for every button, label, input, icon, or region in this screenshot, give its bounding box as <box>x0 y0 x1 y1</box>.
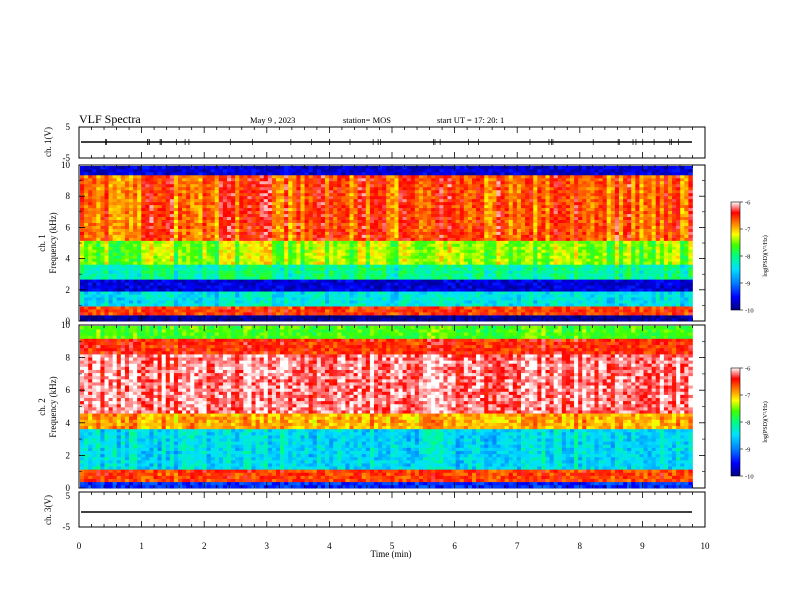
ch2-colorbar-tick-label: -9 <box>745 447 750 454</box>
ch2-spectrogram-ytick-label-2: 2 <box>66 450 71 460</box>
ch1-voltage-ylabel: ch. 1(V) <box>43 127 53 157</box>
ch1-colorbar-tick-label: -6 <box>745 200 751 207</box>
ch3-voltage-ytick-top: 5 <box>66 491 71 501</box>
ch2-spectrogram-ytick-label-6: 6 <box>66 385 71 395</box>
x-tick-label-1: 1 <box>139 541 144 551</box>
ch1-spectrogram-ytick-label-2: 2 <box>66 285 71 295</box>
x-tick-label-9: 9 <box>640 541 645 551</box>
ch1-colorbar-gradient <box>730 201 741 311</box>
ch1-spectrogram-ylabel-line1: ch. 1 <box>37 234 47 252</box>
ch1-voltage-ytick-top: 5 <box>66 122 71 132</box>
ch3-voltage-ylabel: ch. 3(V) <box>43 495 53 525</box>
x-tick-label-6: 6 <box>452 541 457 551</box>
x-tick-label-2: 2 <box>202 541 207 551</box>
x-tick-label-10: 10 <box>701 541 711 551</box>
ch1-spectrogram-ytick-label-0: 0 <box>66 316 71 326</box>
ch1-spectrogram-ytick-label-8: 8 <box>66 191 71 201</box>
ch2-colorbar-gradient <box>730 367 741 477</box>
ch1-voltage-panel: 5 -5 ch. 1(V) <box>43 122 706 163</box>
ch1-colorbar: -6 -7 -8 -9 -10 log(PSD)(V²/Hz) <box>730 200 769 315</box>
ch2-colorbar-tick-label: -8 <box>745 420 750 427</box>
time-axis-label: Time (min) <box>371 549 412 559</box>
start-time-label: start UT = 17: 20: 1 <box>437 115 504 125</box>
x-tick-label-8: 8 <box>578 541 583 551</box>
ch2-colorbar-tick-label: -6 <box>745 366 751 373</box>
x-tick-label-3: 3 <box>265 541 270 551</box>
ch1-colorbar-tick-label: -10 <box>745 308 754 315</box>
ch2-colorbar-tick-label: -10 <box>745 474 754 481</box>
ch1-spectrogram-ytick-label-4: 4 <box>66 254 71 264</box>
station-label: station= MOS <box>343 115 391 125</box>
ch1-spectrogram-ytick-label-10: 10 <box>61 160 71 170</box>
ch1-spectrogram-image <box>80 166 693 322</box>
ch2-spectrogram-ylabel-line2: Frequency (kHz) <box>48 376 58 437</box>
ch1-spectrogram-panel: 0 2 4 6 8 10 ch. 1 Frequency (kHz) <box>37 160 706 326</box>
ch1-colorbar-label: log(PSD)(V²/Hz) <box>762 235 769 276</box>
ch1-colorbar-tick-label: -7 <box>745 227 751 234</box>
x-tick-label-4: 4 <box>327 541 332 551</box>
ch2-spectrogram-panel: 0 2 4 6 8 10 ch. 2 Frequency (kHz) <box>37 320 706 493</box>
x-tick-label-0: 0 <box>77 541 82 551</box>
x-tick-label-5: 5 <box>390 541 395 551</box>
ch1-spectrogram-ytick-label-6: 6 <box>66 222 71 232</box>
ch2-colorbar-tick-label: -7 <box>745 393 751 400</box>
ch1-voltage-ytick-bottom: -5 <box>63 153 71 163</box>
ch1-colorbar-tick-label: -9 <box>745 281 750 288</box>
ch1-spectrogram-ylabel-line2: Frequency (kHz) <box>48 212 58 273</box>
figure-title: VLF Spectra <box>79 112 141 126</box>
ch3-voltage-panel: 5 -5 ch. 3(V) 0 1 2 3 4 5 6 7 8 9 10 Time (min) <box>43 491 710 559</box>
ch2-spectrogram-ylabel-line1: ch. 2 <box>37 398 47 416</box>
ch2-spectrogram-ytick-label-0: 0 <box>66 483 71 493</box>
ch2-spectrogram-ytick-label-4: 4 <box>66 418 71 428</box>
ch2-spectrogram-ytick-label-10: 10 <box>61 320 71 330</box>
ch1-trace-spikes <box>105 139 679 145</box>
ch3-voltage-ytick-bottom: -5 <box>63 522 71 532</box>
x-tick-label-7: 7 <box>515 541 520 551</box>
ch2-spectrogram-ytick-label-8: 8 <box>66 353 71 363</box>
ch2-colorbar-label: log(PSD)(V²/Hz) <box>762 401 769 442</box>
ch2-colorbar: -6 -7 -8 -9 -10 log(PSD)(V²/Hz) <box>730 366 769 481</box>
date-label: May 9 , 2023 <box>250 115 295 125</box>
ch2-spectrogram-image <box>80 326 693 489</box>
ch1-colorbar-tick-label: -8 <box>745 254 750 261</box>
